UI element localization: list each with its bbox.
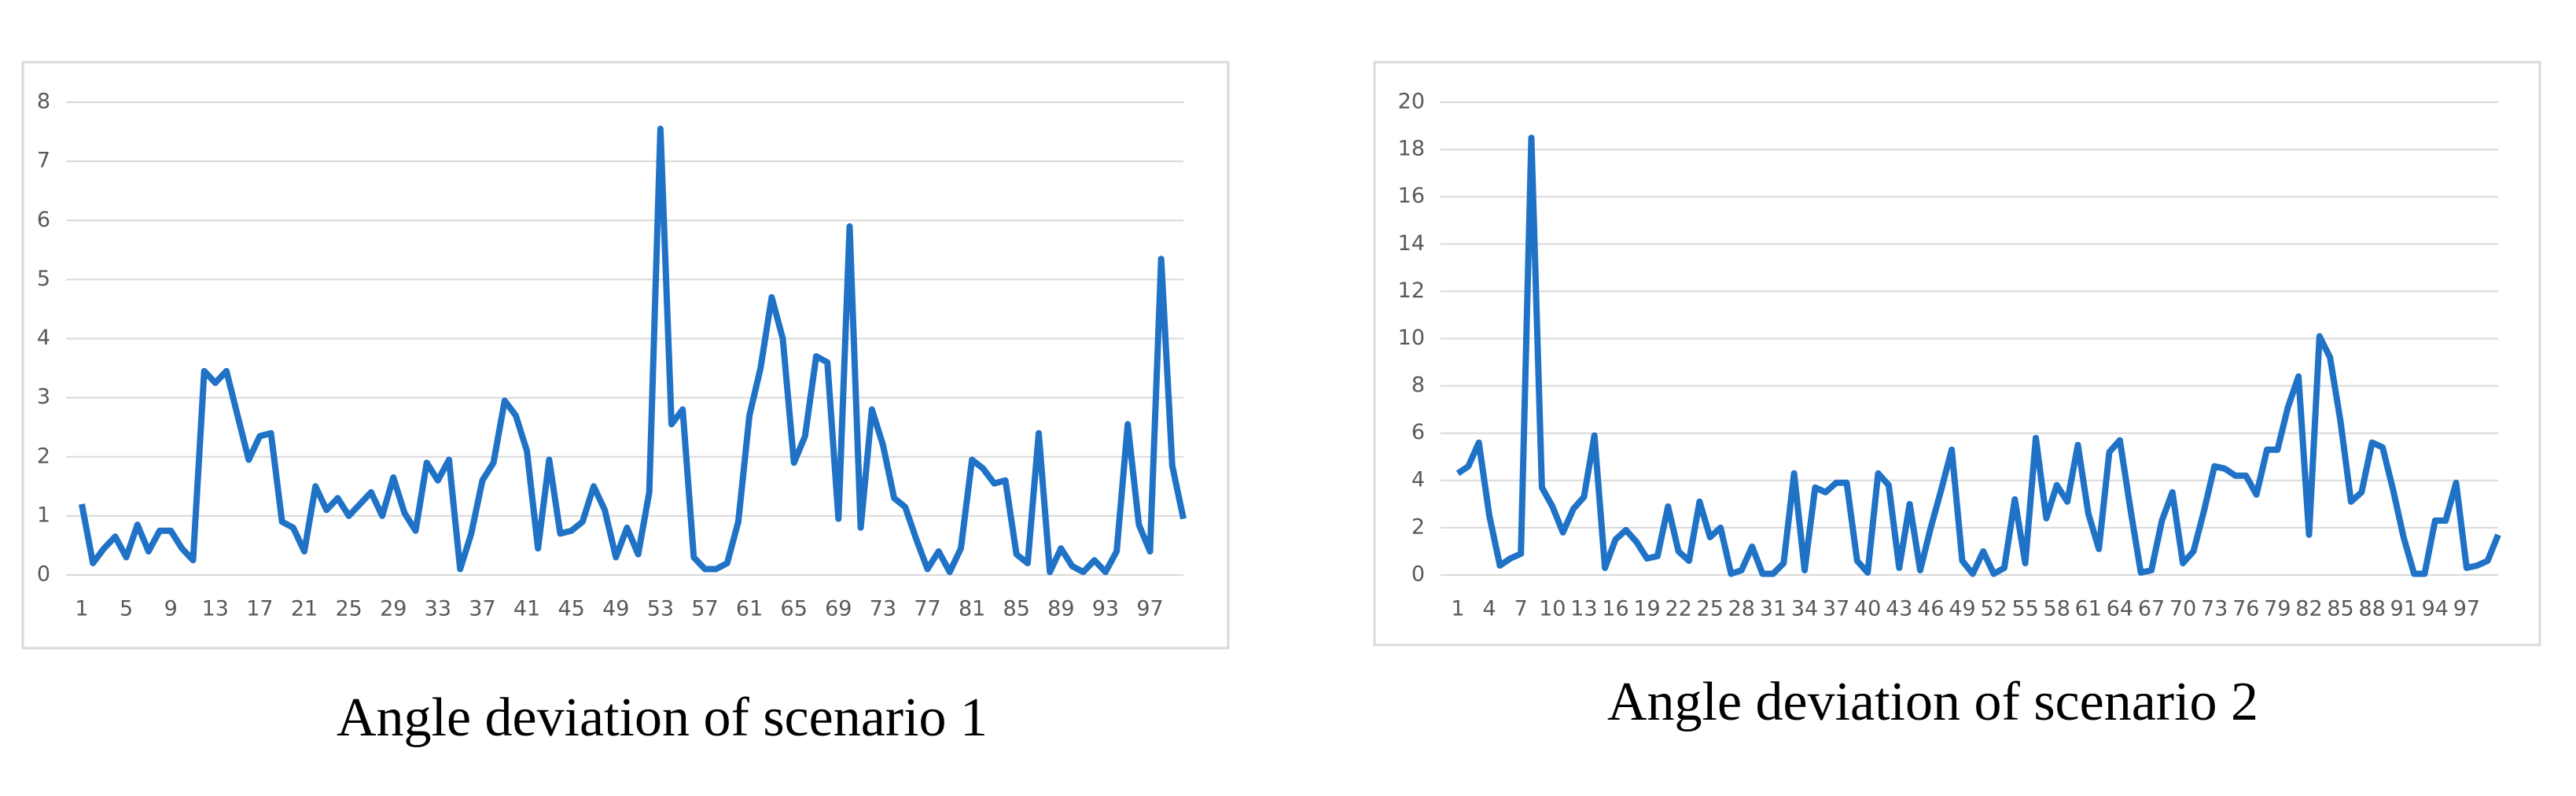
x-tick-label: 61	[2075, 597, 2102, 621]
y-tick-label: 16	[1398, 184, 1425, 208]
y-tick-label: 0	[1411, 562, 1425, 587]
y-tick-label: 2	[1411, 514, 1425, 539]
x-tick-label: 13	[202, 597, 229, 621]
x-tick-label: 33	[425, 597, 451, 621]
x-tick-label: 37	[1823, 597, 1849, 621]
x-tick-label: 16	[1602, 597, 1628, 621]
y-tick-label: 6	[37, 208, 50, 232]
x-tick-label: 25	[335, 597, 362, 621]
x-tick-label: 5	[120, 597, 133, 621]
x-tick-label: 89	[1047, 597, 1074, 621]
y-tick-label: 12	[1398, 278, 1425, 303]
x-tick-label: 93	[1092, 597, 1119, 621]
x-tick-label: 25	[1697, 597, 1724, 621]
x-tick-label: 7	[1514, 597, 1528, 621]
chart-title: Angle deviation of scenario 1	[337, 687, 988, 748]
x-tick-label: 49	[1949, 597, 1975, 621]
x-tick-label: 10	[1539, 597, 1566, 621]
x-tick-label: 97	[2453, 597, 2480, 621]
x-tick-label: 52	[1980, 597, 2007, 621]
x-tick-label: 82	[2295, 597, 2322, 621]
x-tick-label: 91	[2390, 597, 2417, 621]
x-tick-label: 9	[164, 597, 178, 621]
y-tick-label: 14	[1398, 231, 1425, 256]
x-tick-label: 13	[1570, 597, 1597, 621]
data-line	[1455, 135, 2501, 577]
x-tick-label: 43	[1886, 597, 1912, 621]
y-tick-label: 2	[37, 444, 50, 468]
y-tick-label: 10	[1398, 326, 1425, 350]
x-tick-label: 94	[2422, 597, 2449, 621]
y-tick-label: 1	[37, 503, 50, 527]
y-tick-label: 6	[1411, 420, 1425, 444]
y-tick-label: 18	[1398, 137, 1425, 161]
x-tick-label: 73	[2201, 597, 2228, 621]
x-tick-label: 69	[825, 597, 852, 621]
x-tick-label: 58	[2044, 597, 2070, 621]
data-line	[79, 125, 1187, 576]
x-tick-label: 40	[1854, 597, 1881, 621]
x-tick-label: 49	[602, 597, 629, 621]
y-tick-label: 3	[37, 385, 50, 409]
x-tick-label: 28	[1728, 597, 1755, 621]
y-tick-label: 5	[37, 267, 50, 291]
y-tick-label: 4	[37, 326, 50, 350]
x-tick-label: 85	[2327, 597, 2353, 621]
x-tick-label: 55	[2011, 597, 2038, 621]
y-tick-label: 4	[1411, 467, 1425, 492]
x-tick-label: 57	[691, 597, 718, 621]
x-tick-label: 81	[959, 597, 985, 621]
x-tick-label: 4	[1482, 597, 1496, 621]
x-tick-label: 45	[558, 597, 584, 621]
x-tick-label: 77	[914, 597, 940, 621]
x-tick-label: 31	[1760, 597, 1787, 621]
y-tick-label: 0	[37, 562, 50, 587]
chart-frame	[21, 61, 1230, 650]
x-tick-label: 76	[2232, 597, 2259, 621]
x-tick-label: 34	[1791, 597, 1818, 621]
x-tick-label: 22	[1665, 597, 1691, 621]
x-tick-label: 61	[736, 597, 763, 621]
x-tick-label: 97	[1136, 597, 1163, 621]
x-tick-label: 29	[380, 597, 407, 621]
chart-frame	[1373, 61, 2541, 647]
x-tick-label: 19	[1633, 597, 1660, 621]
x-tick-label: 64	[2107, 597, 2133, 621]
x-tick-label: 37	[469, 597, 495, 621]
x-tick-label: 70	[2169, 597, 2196, 621]
x-tick-label: 21	[291, 597, 318, 621]
y-tick-label: 8	[37, 90, 50, 114]
y-tick-label: 8	[1411, 373, 1425, 397]
x-tick-label: 46	[1917, 597, 1944, 621]
chart-title: Angle deviation of scenario 2	[1607, 672, 2258, 732]
x-tick-label: 17	[246, 597, 273, 621]
x-tick-label: 85	[1003, 597, 1030, 621]
x-tick-label: 1	[1451, 597, 1464, 621]
x-tick-label: 41	[513, 597, 540, 621]
x-tick-label: 73	[870, 597, 896, 621]
x-tick-label: 79	[2264, 597, 2291, 621]
x-tick-label: 67	[2138, 597, 2165, 621]
x-tick-label: 1	[75, 597, 88, 621]
y-tick-label: 7	[37, 149, 50, 173]
x-tick-label: 65	[781, 597, 808, 621]
y-tick-label: 20	[1398, 90, 1425, 114]
x-tick-label: 88	[2358, 597, 2385, 621]
x-tick-label: 53	[647, 597, 674, 621]
